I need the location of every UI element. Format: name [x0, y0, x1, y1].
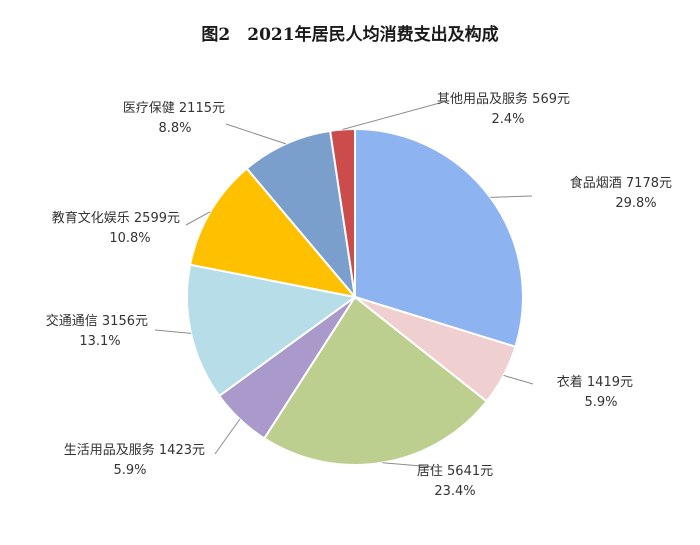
slice-percent-8: 2.4%: [491, 112, 524, 127]
chart-title: 图2 2021年居民人均消费支出及构成: [201, 25, 499, 45]
slice-label-1: 食品烟酒 7178元: [570, 175, 672, 191]
slice-percent-1: 29.8%: [615, 196, 656, 211]
pie-slice-7: [245, 129, 357, 301]
leader-line-8: [342, 100, 448, 130]
pie-slice-8: [329, 127, 356, 298]
slice-label-6: 教育文化娱乐 2599元: [52, 210, 180, 226]
pie-slice-6: [188, 167, 358, 299]
pie-labels: 食品烟酒 7178元 29.8% 衣着 1419元 5.9% 居住 5641元 23.4%…: [46, 91, 672, 499]
slice-percent-2: 5.9%: [584, 395, 617, 410]
slice-label-8: 其他用品及服务 569元: [437, 91, 570, 107]
slice-label-3: 居住 5641元: [417, 464, 493, 479]
slice-label-4: 生活用品及服务 1423元: [64, 442, 205, 458]
leader-line-3: [382, 462, 434, 468]
leader-line-6: [185, 211, 211, 226]
pie-slice-3: [262, 295, 489, 466]
pie-slices: [186, 127, 524, 466]
slice-label-7: 医疗保健 2115元: [123, 101, 225, 116]
slice-label-2: 衣着 1419元: [557, 374, 633, 390]
leader-line-5: [154, 329, 192, 334]
slice-percent-3: 23.4%: [434, 484, 475, 499]
leader-line-7: [225, 123, 287, 145]
slice-percent-4: 5.9%: [113, 463, 146, 478]
slice-percent-7: 8.8%: [158, 121, 191, 136]
slice-label-5: 交通通信 3156元: [46, 313, 148, 329]
leader-line-2: [503, 374, 534, 385]
pie-slice-5: [186, 263, 358, 398]
leader-line-1: [490, 195, 533, 198]
leader-line-4: [214, 418, 241, 455]
slice-percent-6: 10.8%: [109, 231, 150, 246]
slice-percent-5: 13.1%: [79, 334, 120, 349]
